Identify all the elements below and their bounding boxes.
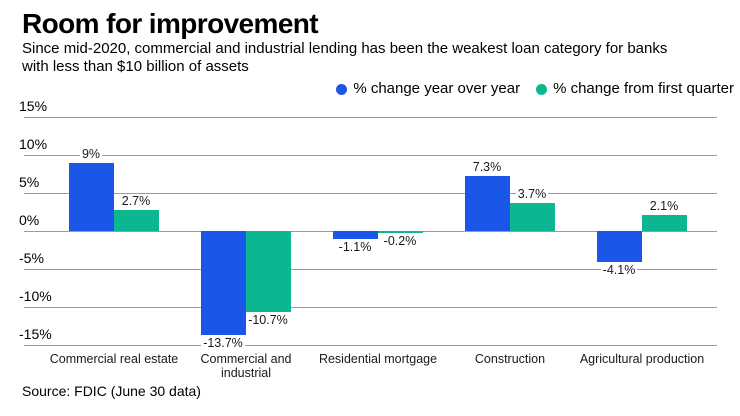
value-label-2.7%: 2.7% bbox=[119, 194, 153, 208]
legend-label-yoy: % change year over year bbox=[353, 80, 521, 97]
value-label--10.7%: -10.7% bbox=[246, 313, 290, 327]
value-label--13.7%: -13.7% bbox=[201, 336, 245, 350]
bar--change-from-first-quarter-3 bbox=[510, 203, 555, 231]
x-category-label: Commercial and industrial bbox=[200, 352, 292, 380]
y-tick--10%: -10% bbox=[19, 288, 52, 304]
y-tick-15%: 15% bbox=[19, 98, 48, 114]
gridline-15% bbox=[24, 117, 717, 118]
gridline--15% bbox=[24, 345, 717, 346]
y-tick--15%: -15% bbox=[19, 326, 52, 342]
chart-legend: % change year over year % change from fi… bbox=[336, 80, 734, 98]
subtitle-line-1: Since mid-2020, commercial and industria… bbox=[22, 40, 668, 57]
legend-dot-0 bbox=[336, 83, 348, 95]
page-title: Room for improvement bbox=[22, 8, 319, 39]
bar--change-from-first-quarter-2 bbox=[378, 231, 423, 233]
value-label-7.3%: 7.3% bbox=[470, 160, 504, 174]
x-category-label: Agricultural production bbox=[579, 352, 705, 366]
legend-dot-1 bbox=[536, 83, 548, 95]
bar--change-year-over-year-2 bbox=[333, 231, 378, 239]
bar--change-year-over-year-1 bbox=[201, 231, 246, 335]
legend-item-q1: % change from first quarter bbox=[536, 80, 734, 98]
bar--change-year-over-year-3 bbox=[465, 176, 510, 231]
legend-label-q1: % change from first quarter bbox=[553, 80, 734, 97]
value-label-3.7%: 3.7% bbox=[515, 187, 549, 201]
y-tick-5%: 5% bbox=[19, 174, 40, 190]
value-label--1.1%: -1.1% bbox=[336, 240, 374, 254]
bar--change-year-over-year-0 bbox=[69, 163, 114, 231]
chart-subtitle: Since mid-2020, commercial and industria… bbox=[22, 40, 722, 76]
x-category-label: Commercial real estate bbox=[49, 352, 179, 366]
y-tick--5%: -5% bbox=[19, 250, 44, 266]
bar--change-from-first-quarter-1 bbox=[246, 231, 291, 312]
value-label--0.2%: -0.2% bbox=[381, 234, 419, 248]
gridline-10% bbox=[24, 155, 717, 156]
subtitle-line-2: with less than $10 billion of assets bbox=[22, 58, 249, 75]
value-label-9%: 9% bbox=[79, 147, 103, 161]
legend-item-yoy: % change year over year bbox=[336, 80, 520, 98]
gridline--10% bbox=[24, 307, 717, 308]
x-category-label: Residential mortgage bbox=[318, 352, 438, 366]
value-label-2.1%: 2.1% bbox=[647, 199, 681, 213]
value-label--4.1%: -4.1% bbox=[600, 263, 638, 277]
gridline-5% bbox=[24, 193, 717, 194]
bar--change-from-first-quarter-0 bbox=[114, 210, 159, 231]
source-note: Source: FDIC (June 30 data) bbox=[22, 383, 201, 399]
y-tick-0%: 0% bbox=[19, 212, 40, 228]
bar--change-from-first-quarter-4 bbox=[642, 215, 687, 231]
gridline--5% bbox=[24, 269, 717, 270]
bar--change-year-over-year-4 bbox=[597, 231, 642, 262]
x-category-label: Construction bbox=[474, 352, 546, 366]
y-tick-10%: 10% bbox=[19, 136, 48, 152]
